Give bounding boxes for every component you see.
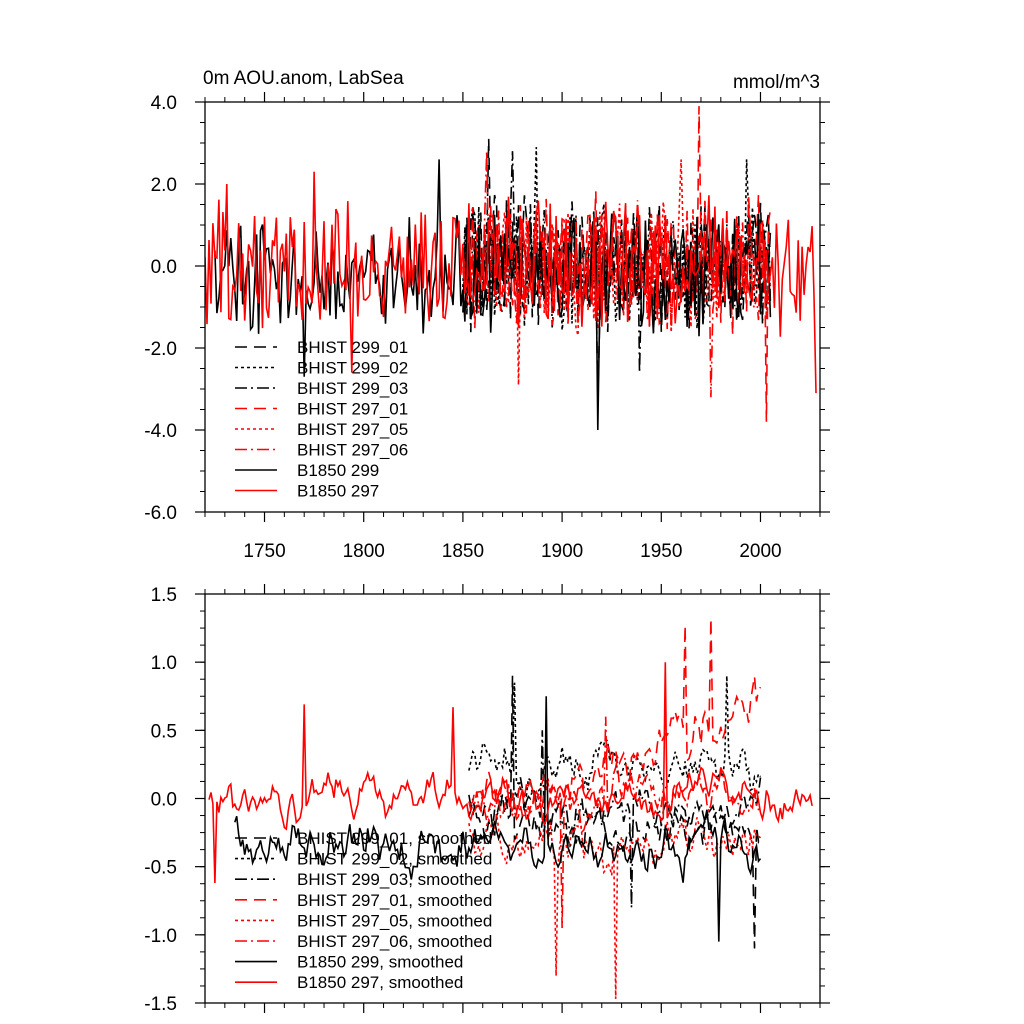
legend-label-4: BHIST 297_05 — [297, 420, 408, 439]
top-panel-axes: 1750 1800 1850 1900 1950 2000 -6.0 -4.0 -2.0 0.0 2… — [144, 92, 830, 562]
bottom-panel: -1.5 -1.0 -0.5 0.0 0.5 1.0 1.5 BHIST 299_01, s… — [144, 584, 830, 1015]
bottom-panel-axes: -1.5 -1.0 -0.5 0.0 0.5 1.0 1.5 — [144, 584, 830, 1015]
y-tick-label: -4.0 — [144, 421, 177, 442]
y-tick-label: 0.0 — [151, 790, 177, 811]
y-tick-label: 0.5 — [151, 721, 177, 742]
legend-label-5: BHIST 297_06, smoothed — [297, 932, 492, 951]
y-tick-label: 0.0 — [151, 257, 177, 278]
series-line-top-5 — [462, 151, 772, 398]
series-line-bottom-2 — [468, 730, 762, 908]
y-tick-label: 2.0 — [151, 175, 177, 196]
y-tick-label: -2.0 — [144, 339, 177, 360]
top-panel-title: 0m AOU.anom, LabSea — [203, 68, 404, 89]
top-panel: 0m AOU.anom, LabSea mmol/m^3 1750 1800 185… — [144, 68, 830, 562]
x-tick-label: 1800 — [343, 541, 385, 562]
legend-label-0: BHIST 299_01, smoothed — [297, 829, 492, 848]
legend-label-1: BHIST 299_02, smoothed — [297, 850, 492, 869]
y-tick-label: -1.5 — [144, 994, 177, 1015]
series-line-bottom-7 — [208, 662, 813, 884]
y-tick-label: 4.0 — [151, 93, 177, 114]
x-tick-label: 1850 — [442, 541, 484, 562]
bottom-panel-legend: BHIST 299_01, smoothed BHIST 299_02, smoo… — [235, 829, 492, 992]
series-line-top-6 — [214, 159, 772, 431]
x-tick-label: 1750 — [243, 541, 285, 562]
legend-label-1: BHIST 299_02 — [297, 359, 408, 378]
y-tick-label: -0.5 — [144, 858, 177, 879]
legend-label-7: B1850 297, smoothed — [297, 973, 463, 992]
series-line-bottom-4 — [468, 813, 762, 999]
top-panel-series — [205, 106, 817, 431]
series-line-bottom-6 — [234, 696, 762, 942]
series-line-bottom-5 — [468, 716, 761, 929]
series-line-bottom-3 — [468, 618, 762, 820]
series-line-top-7 — [205, 171, 817, 394]
legend-label-5: BHIST 297_06 — [297, 441, 408, 460]
y-tick-label: 1.5 — [151, 585, 177, 606]
legend-label-6: B1850 299 — [297, 461, 379, 480]
series-line-bottom-0 — [468, 675, 762, 949]
y-tick-label: -1.0 — [144, 926, 177, 947]
y-tick-label: 1.0 — [151, 653, 177, 674]
legend-label-2: BHIST 299_03 — [297, 379, 408, 398]
x-tick-label: 2000 — [739, 541, 781, 562]
y-tick-label: -6.0 — [144, 503, 177, 524]
bottom-panel-series — [208, 618, 813, 999]
legend-label-0: BHIST 299_01 — [297, 338, 408, 357]
legend-label-3: BHIST 297_01, smoothed — [297, 891, 492, 910]
legend-label-3: BHIST 297_01 — [297, 400, 408, 419]
legend-label-4: BHIST 297_05, smoothed — [297, 911, 492, 930]
legend-label-6: B1850 299, smoothed — [297, 953, 463, 972]
legend-label-7: B1850 297 — [297, 482, 379, 501]
x-tick-label: 1900 — [541, 541, 583, 562]
x-tick-label: 1950 — [640, 541, 682, 562]
legend-label-2: BHIST 299_03, smoothed — [297, 870, 492, 889]
top-panel-units: mmol/m^3 — [733, 72, 820, 93]
series-line-bottom-1 — [468, 675, 762, 798]
